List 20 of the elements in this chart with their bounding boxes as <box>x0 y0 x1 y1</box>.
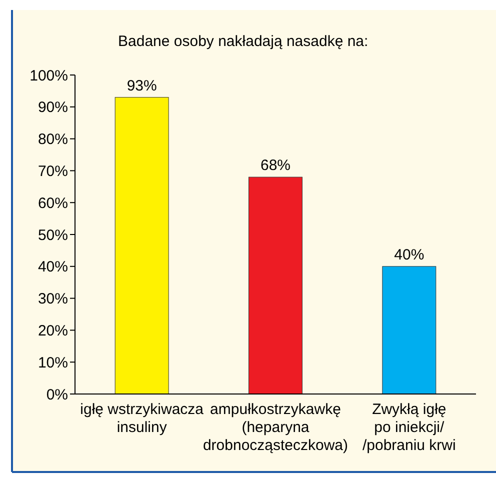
y-tick-label: 40% <box>38 258 68 276</box>
y-tick-label: 50% <box>38 226 68 244</box>
data-label: 93% <box>126 77 157 94</box>
data-label: 68% <box>260 157 291 174</box>
y-tick-label: 100% <box>30 67 68 84</box>
y-tick-label: 90% <box>38 99 68 116</box>
y-tick-label: 60% <box>38 194 68 212</box>
y-tick-label: 70% <box>38 162 68 180</box>
y-tick-label: 80% <box>38 131 68 148</box>
bar <box>114 97 169 394</box>
y-tick-label: 0% <box>46 386 68 404</box>
y-tick-label: 30% <box>38 290 68 308</box>
y-tick-label: 20% <box>38 322 68 340</box>
data-label: 40% <box>394 246 424 264</box>
x-tick-label: Zwykłą igłę po iniekcji/ /pobraniu krwi <box>362 401 456 454</box>
bar <box>382 266 436 394</box>
chart-title: Badane osoby nakładają nasadkę na: <box>118 33 368 50</box>
x-tick-label: ampułkostrzykawkę (heparyna drobnocząsteczkowa) <box>202 401 348 454</box>
y-tick-label: 10% <box>38 354 68 372</box>
bar <box>248 176 302 394</box>
